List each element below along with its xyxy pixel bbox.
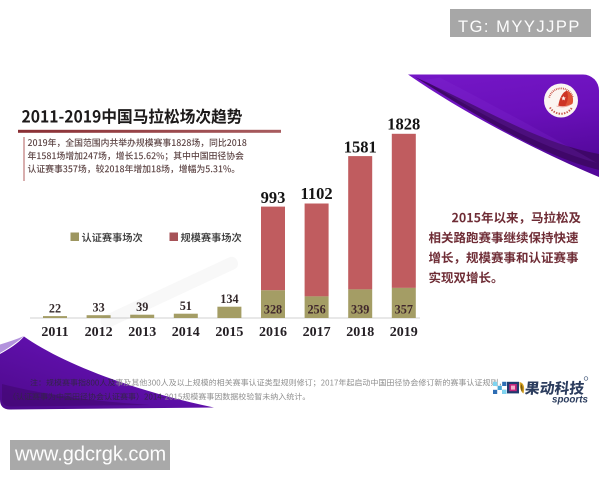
svg-text:256: 256 bbox=[307, 303, 325, 317]
svg-text:39: 39 bbox=[136, 300, 148, 314]
svg-text:328: 328 bbox=[264, 303, 282, 317]
svg-text:2016: 2016 bbox=[259, 325, 287, 340]
svg-text:134: 134 bbox=[220, 292, 238, 306]
svg-text:1828: 1828 bbox=[387, 115, 420, 134]
svg-text:2017: 2017 bbox=[303, 325, 331, 340]
svg-text:2015: 2015 bbox=[215, 325, 243, 340]
svg-text:2011: 2011 bbox=[41, 325, 68, 340]
svg-text:spoorts: spoorts bbox=[552, 395, 588, 406]
svg-text:51: 51 bbox=[180, 299, 192, 313]
svg-text:33: 33 bbox=[93, 301, 105, 315]
svg-text:2019: 2019 bbox=[390, 325, 418, 340]
svg-text:2018: 2018 bbox=[346, 325, 374, 340]
svg-text:2012: 2012 bbox=[85, 325, 113, 340]
svg-text:TG: MYYJJPP: TG: MYYJJPP bbox=[458, 18, 581, 36]
svg-text:2013: 2013 bbox=[128, 325, 156, 340]
svg-text:2014: 2014 bbox=[172, 325, 200, 340]
svg-text:339: 339 bbox=[351, 303, 369, 317]
svg-text:www.gdcrgk.com: www.gdcrgk.com bbox=[14, 444, 166, 466]
svg-text:1102: 1102 bbox=[301, 184, 333, 203]
svg-text:22: 22 bbox=[49, 302, 61, 316]
svg-text:1581: 1581 bbox=[344, 137, 377, 156]
svg-text:357: 357 bbox=[395, 303, 413, 317]
svg-text:993: 993 bbox=[261, 188, 286, 207]
